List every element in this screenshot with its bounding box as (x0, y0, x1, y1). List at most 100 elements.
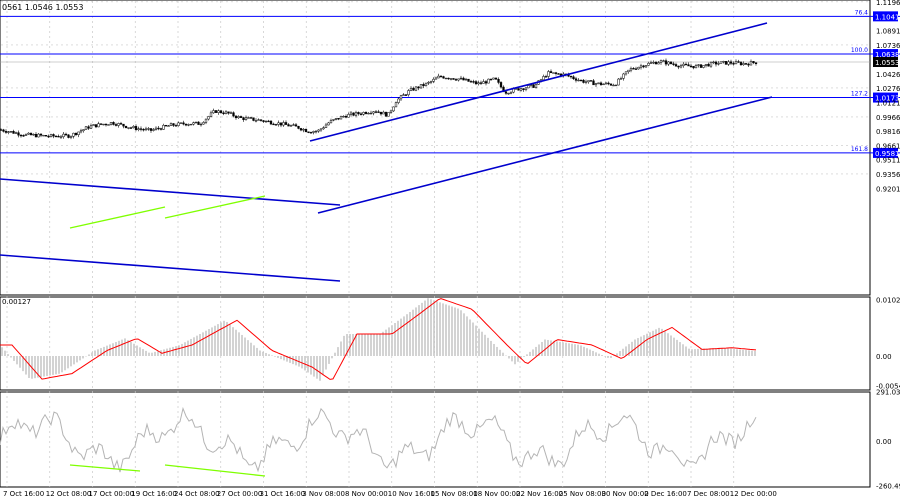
trend-channels (0, 22, 773, 282)
candle-body (147, 128, 150, 130)
candle-body (179, 122, 183, 124)
candle-body (182, 122, 185, 125)
price-tick-label: 0.9966 (876, 114, 900, 122)
candle-body (79, 130, 83, 133)
candle-body (169, 123, 173, 126)
candle-body (282, 122, 285, 126)
candle-body (302, 128, 305, 131)
price-tick-label: 1.1196 (876, 0, 900, 7)
candle-body (534, 84, 538, 88)
price-panel-frame (0, 0, 871, 296)
cci-tick-label: 291.0346 (876, 389, 900, 397)
candle-body (257, 119, 260, 121)
candle-body (662, 60, 665, 62)
candle-body (357, 112, 360, 115)
time-tick-label: 12 Dec 00:00 (730, 490, 777, 498)
candle-body (482, 81, 485, 84)
candle-body (199, 123, 203, 126)
time-tick-label: 12 Oct 08:00 (46, 490, 92, 498)
candle-body (92, 124, 95, 126)
candle-body (224, 111, 228, 114)
candle-body (494, 77, 498, 80)
candle-body (394, 102, 398, 108)
candle-body (607, 82, 610, 85)
cci-panel-frame (0, 391, 871, 488)
candle-body (352, 112, 355, 116)
candle-body (659, 60, 663, 63)
candle-body (72, 132, 75, 137)
candle-body (684, 63, 688, 66)
candle-body (742, 63, 745, 66)
price-level-tag (873, 92, 898, 103)
candle-body (202, 122, 205, 125)
candle-body (242, 117, 245, 120)
cci-panel[interactable] (0, 391, 871, 488)
candle-body (544, 76, 548, 78)
candle-body (34, 133, 38, 138)
candle-body (752, 61, 755, 63)
price-tick-label: 1.0891 (876, 27, 900, 35)
candle-body (139, 128, 143, 130)
price-tick-label: 0.9356 (876, 171, 900, 179)
candle-body (649, 62, 653, 64)
candle-body (477, 82, 480, 85)
candle-body (582, 79, 585, 83)
time-tick-label: 3 Nov 08:00 (302, 490, 345, 498)
candle-body (0, 129, 3, 131)
candle-body (67, 134, 70, 138)
time-tick-label: 10 Nov 16:00 (388, 490, 435, 498)
candle-body (387, 112, 390, 117)
candle-body (214, 110, 218, 113)
oscillator-tick-label: 0.01024 (876, 297, 900, 305)
candle-body (492, 77, 495, 80)
time-tick-label: 8 Nov 00:00 (345, 490, 388, 498)
candle-body (314, 130, 318, 133)
candle-body (467, 78, 470, 82)
candle-body (597, 82, 600, 84)
candle-body (82, 129, 85, 131)
candle-body (52, 134, 55, 137)
fib-levels: 76.4 1.1041 100.0 1.0638 127.2 1.0173 161.8 0.9… (0, 9, 900, 158)
candle-body (144, 128, 148, 131)
candle-body (354, 112, 358, 116)
fib-level-label: 76.4 (855, 9, 869, 16)
divergence-line (164, 464, 266, 477)
candle-body (382, 111, 385, 115)
candle-body (427, 82, 430, 84)
candle-body (164, 125, 168, 127)
candle-body (124, 125, 128, 129)
candle-body (392, 106, 395, 112)
candle-body (222, 112, 225, 114)
candle-body (639, 65, 643, 68)
candle-body (377, 111, 380, 113)
candle-body (232, 112, 235, 117)
candle-body (9, 131, 13, 133)
time-tick-label: 27 Oct 00:00 (217, 490, 263, 498)
candle-body (44, 134, 48, 137)
price-panel[interactable]: 0561 1.0546 1.0553 (0, 0, 871, 296)
candle-body (719, 61, 723, 64)
candle-body (89, 125, 93, 129)
candle-body (677, 65, 680, 68)
candle-body (307, 131, 310, 133)
candle-body (594, 83, 598, 86)
candle-body (592, 80, 595, 86)
candle-body (519, 88, 523, 91)
candle-body (657, 62, 660, 65)
candle-body (434, 77, 438, 80)
candle-body (549, 71, 553, 73)
candle-body (664, 60, 668, 65)
price-level-tag (873, 49, 898, 60)
candle-body (489, 78, 493, 81)
price-tick-label: 0.9511 (876, 156, 900, 164)
candle-body (87, 126, 90, 129)
candle-body (527, 85, 530, 89)
candle-body (279, 122, 283, 126)
candle-body (259, 119, 263, 121)
candle-body (577, 79, 580, 82)
grid-lines (1, 1, 870, 487)
price-tick-label: 1.0276 (876, 85, 900, 93)
